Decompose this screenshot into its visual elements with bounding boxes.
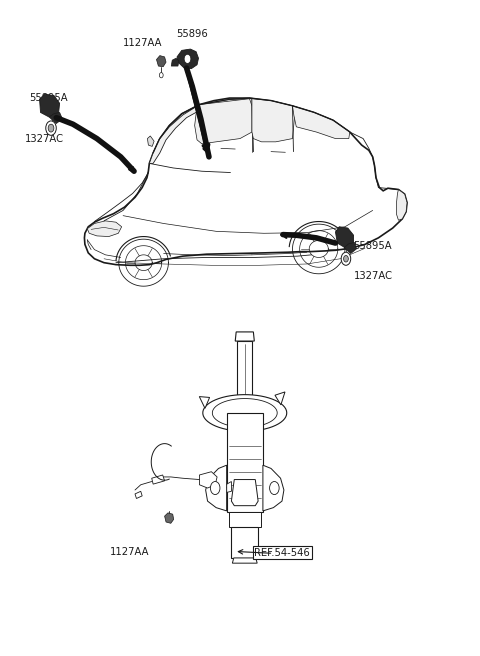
Polygon shape xyxy=(49,112,62,123)
Polygon shape xyxy=(135,491,142,499)
Circle shape xyxy=(270,482,279,495)
Polygon shape xyxy=(231,527,258,558)
Polygon shape xyxy=(177,49,199,69)
Polygon shape xyxy=(231,480,258,506)
Polygon shape xyxy=(195,98,252,144)
Circle shape xyxy=(184,54,191,64)
Polygon shape xyxy=(396,190,407,220)
Text: 1127AA: 1127AA xyxy=(109,546,149,557)
Polygon shape xyxy=(203,395,287,431)
Polygon shape xyxy=(84,98,407,265)
Polygon shape xyxy=(344,243,357,253)
Text: 1127AA: 1127AA xyxy=(122,39,162,49)
Text: 1327AC: 1327AC xyxy=(354,271,393,281)
Polygon shape xyxy=(87,221,121,237)
Polygon shape xyxy=(205,465,227,511)
Text: REF.54-546: REF.54-546 xyxy=(254,548,310,558)
Circle shape xyxy=(159,73,163,78)
Text: 55895A: 55895A xyxy=(354,241,392,251)
Polygon shape xyxy=(292,106,350,138)
Polygon shape xyxy=(149,98,250,163)
Polygon shape xyxy=(336,227,354,248)
Polygon shape xyxy=(252,98,295,142)
Circle shape xyxy=(46,121,56,135)
Polygon shape xyxy=(232,558,257,563)
Polygon shape xyxy=(275,392,285,405)
Polygon shape xyxy=(226,482,231,493)
Circle shape xyxy=(48,124,54,132)
Polygon shape xyxy=(212,399,277,427)
Polygon shape xyxy=(147,136,154,146)
Polygon shape xyxy=(156,56,166,67)
Polygon shape xyxy=(229,512,261,527)
Polygon shape xyxy=(152,475,165,484)
Text: 55896: 55896 xyxy=(177,30,208,39)
Polygon shape xyxy=(240,433,250,445)
Polygon shape xyxy=(165,513,174,523)
Polygon shape xyxy=(171,58,179,66)
Polygon shape xyxy=(263,465,284,511)
Text: 1327AC: 1327AC xyxy=(25,134,64,144)
Polygon shape xyxy=(199,472,217,488)
Polygon shape xyxy=(39,94,60,117)
Polygon shape xyxy=(227,413,263,512)
Polygon shape xyxy=(199,397,210,408)
Polygon shape xyxy=(235,332,254,341)
Text: 55895A: 55895A xyxy=(29,92,68,102)
Circle shape xyxy=(344,255,348,262)
Polygon shape xyxy=(237,341,252,406)
Circle shape xyxy=(210,482,220,495)
Circle shape xyxy=(341,252,351,265)
